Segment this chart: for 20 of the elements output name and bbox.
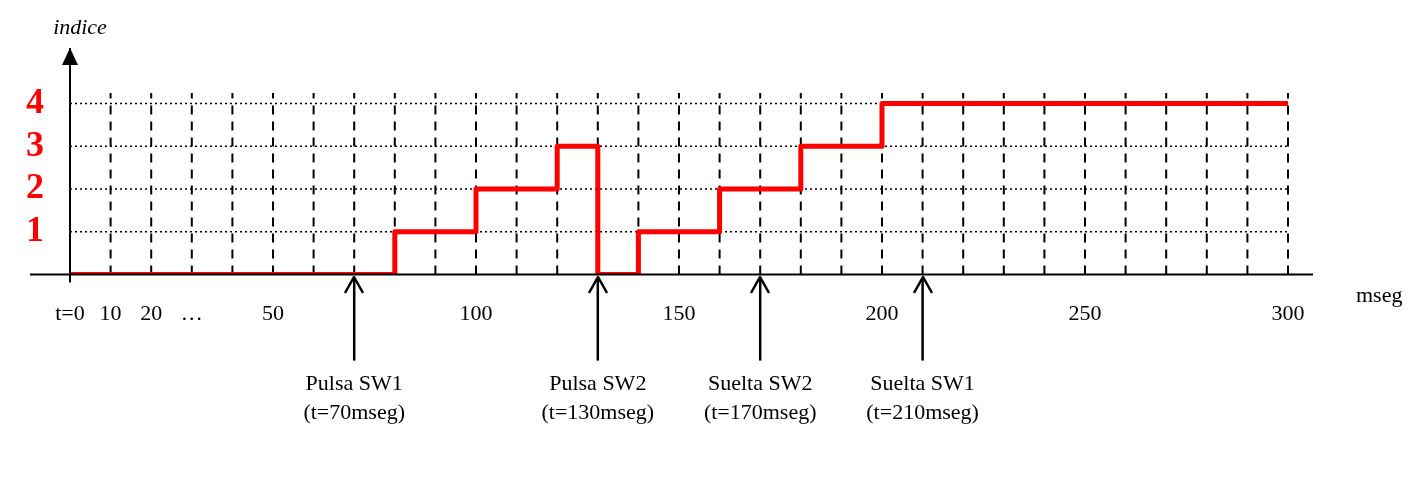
x-tick-label: 100 [459, 299, 493, 325]
ref-line-label: Suelta SW2 (t=170mseg) [703, 370, 817, 425]
x-axis-title: mseg [1356, 282, 1403, 308]
y-tick-label: 3 [26, 123, 44, 164]
ref-line-label: Pulsa SW2 (t=130mseg) [541, 370, 655, 425]
x-tick-label: 200 [865, 299, 899, 325]
x-tick-label: 10 [99, 299, 122, 325]
y-tick-label: 4 [26, 80, 44, 121]
x-tick-label: 20 [140, 299, 163, 325]
x-tick-label: 50 [262, 299, 284, 325]
x-tick-label: 250 [1068, 299, 1102, 325]
x-tick-label: 300 [1271, 299, 1305, 325]
ref-line-label: Pulsa SW1 (t=70mseg) [303, 370, 406, 425]
y-axis-title: indice [53, 14, 108, 39]
x-tick-label: … [180, 299, 203, 325]
x-tick-label: t=0 [55, 299, 85, 325]
y-tick-label: 1 [26, 209, 44, 250]
ref-line-label: Suelta SW1 (t=210mseg) [866, 370, 979, 425]
y-tick-label: 2 [26, 166, 44, 207]
x-tick-label: 150 [662, 299, 696, 325]
